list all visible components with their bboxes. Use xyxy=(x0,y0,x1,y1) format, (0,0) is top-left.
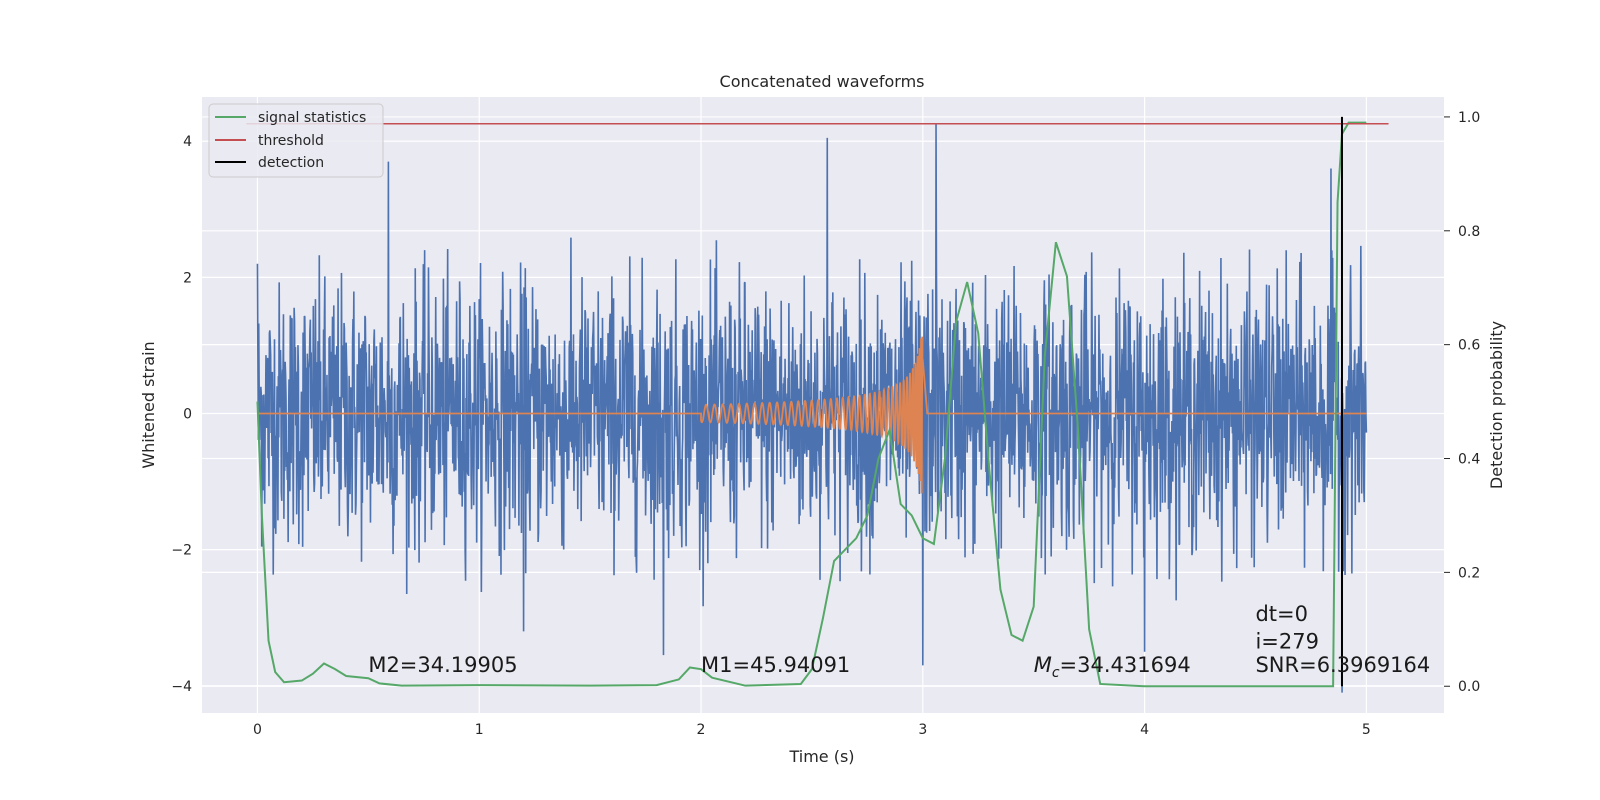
x-tick-label: 2 xyxy=(697,722,706,738)
series-signal-statistics xyxy=(256,121,1367,688)
annotation-0: M2=34.19905 xyxy=(368,653,517,677)
y-axis-label: Whitened strain xyxy=(139,341,158,468)
chart-title: Concatenated waveforms xyxy=(720,72,925,91)
x-axis-label: Time (s) xyxy=(788,747,854,766)
x-tick-label: 5 xyxy=(1362,722,1371,738)
annotation-4: i=279 xyxy=(1255,629,1319,653)
annotation-3: SNR=6.3969164 xyxy=(1255,653,1430,677)
y-tick-label: −2 xyxy=(171,543,192,559)
overlay-layer xyxy=(246,116,1389,688)
y2-tick-label: 1.0 xyxy=(1458,110,1480,126)
y-tick-label: 2 xyxy=(183,270,192,286)
series-whitened-strain xyxy=(256,124,1368,693)
y-tick-label: 0 xyxy=(183,407,192,423)
y-tick-label: 4 xyxy=(183,134,192,150)
legend-label-signal-statistics: signal statistics xyxy=(258,110,366,126)
y2-tick-label: 0.2 xyxy=(1458,565,1480,581)
annotation-5: dt=0 xyxy=(1255,602,1308,626)
legend-box xyxy=(208,103,384,178)
legend-label-threshold: threshold xyxy=(258,133,324,149)
legend-label-detection: detection xyxy=(258,155,324,171)
annotations: M2=34.19905 M1=45.94091 Mc=34.431694 SNR=6.… xyxy=(368,602,1430,681)
y2-axis-label: Detection probability xyxy=(1487,321,1506,489)
legend: signal statistics threshold detection xyxy=(208,103,384,178)
y2-tick-label: 0.4 xyxy=(1458,452,1480,468)
y2-tick-label: 0.0 xyxy=(1458,679,1480,695)
tick-labels: 0 1 2 3 4 5 −4 −2 0 2 4 0.0 0.2 0.4 0.6 0.8 1.0 xyxy=(171,110,1480,738)
annotation-2: Mc=34.431694 xyxy=(1034,653,1191,681)
x-tick-label: 3 xyxy=(918,722,927,738)
x-tick-label: 1 xyxy=(475,722,484,738)
x-tick-label: 0 xyxy=(253,722,262,738)
x-tick-label: 4 xyxy=(1140,722,1149,738)
annotation-1: M1=45.94091 xyxy=(701,653,850,677)
y-tick-label: −4 xyxy=(171,679,192,695)
y2-tick-label: 0.8 xyxy=(1458,224,1480,240)
y2-tick-label: 0.6 xyxy=(1458,338,1480,354)
